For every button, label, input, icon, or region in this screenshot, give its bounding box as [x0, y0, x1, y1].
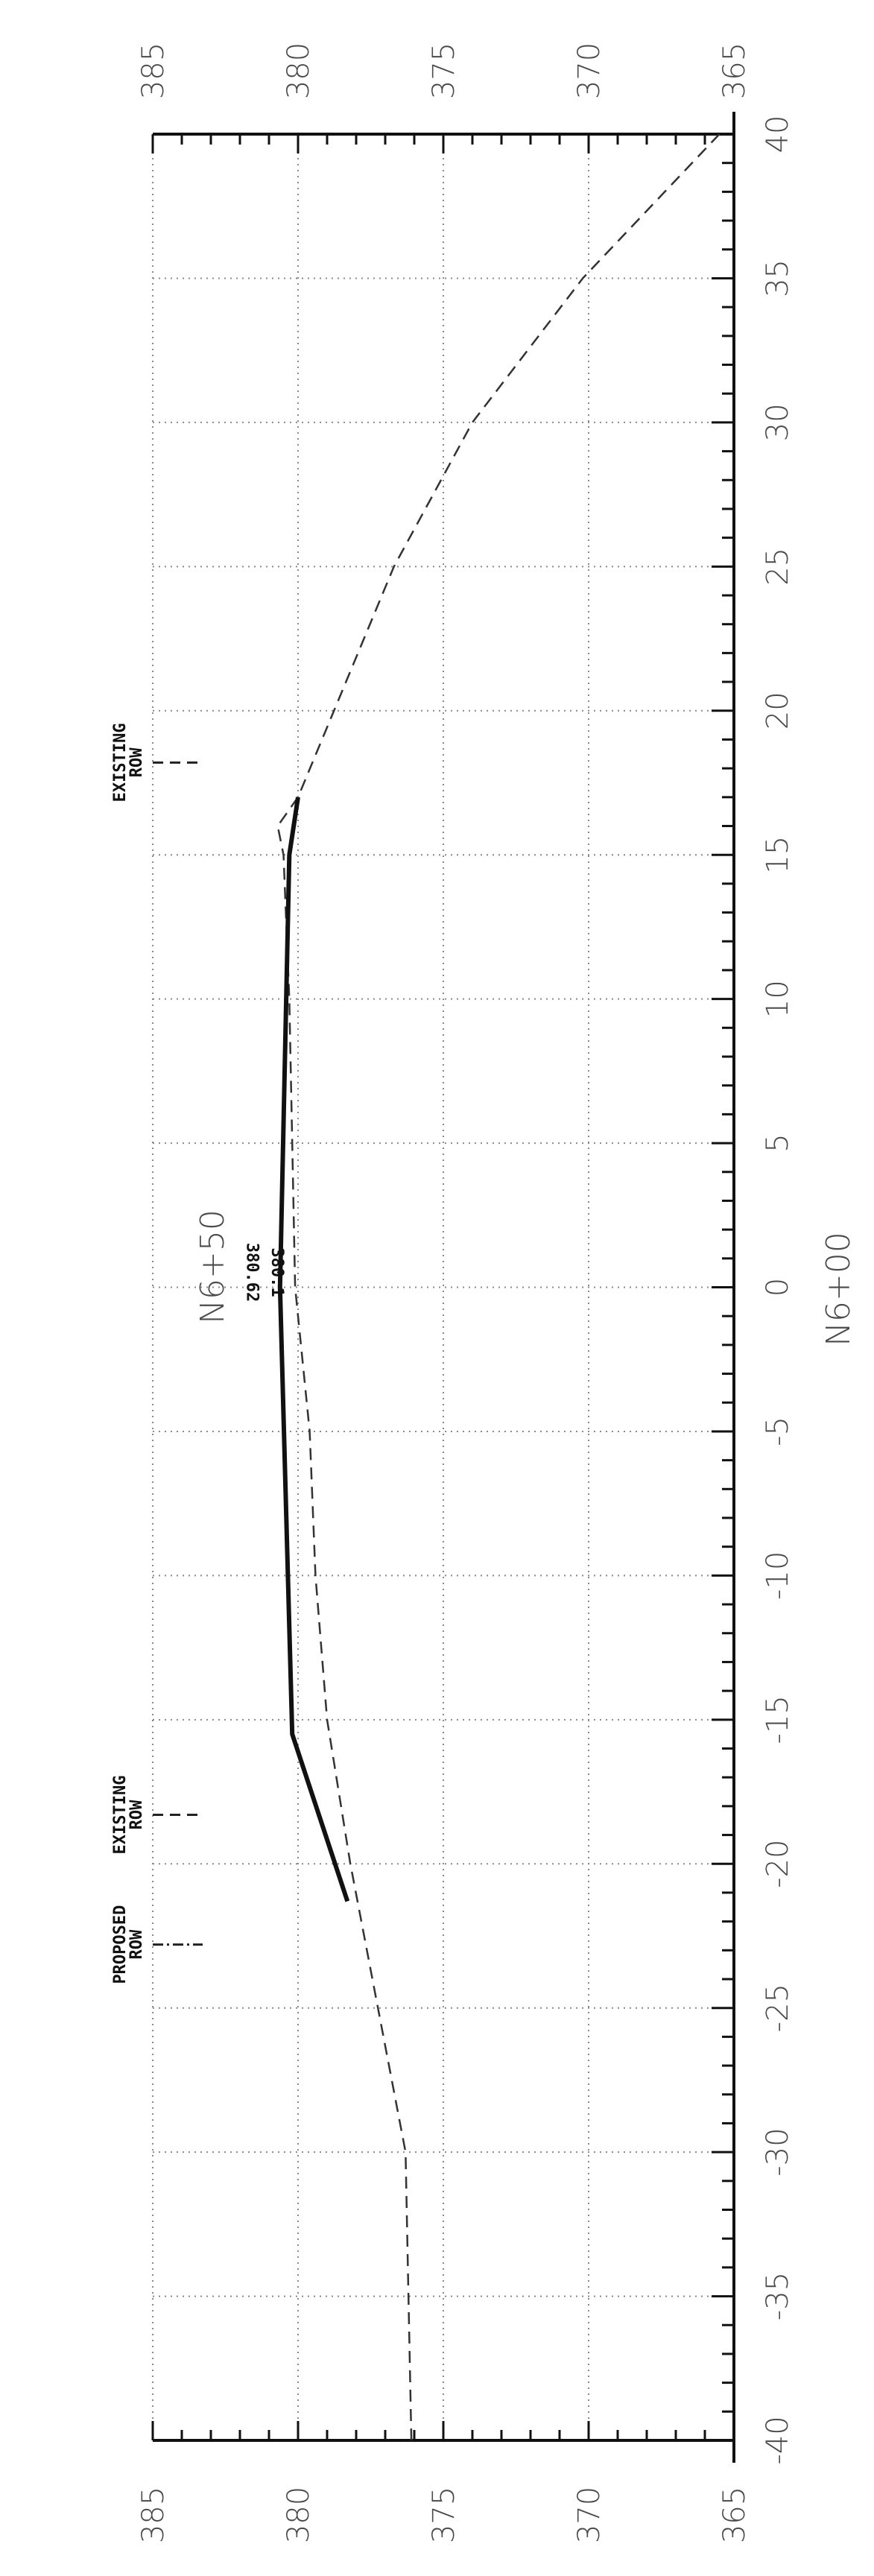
elevation-tick-label-top: 385 [136, 42, 171, 99]
offset-tick-label: 40 [761, 115, 795, 154]
existing-row-marker-left-label: EXISTINGROW [111, 1775, 146, 1854]
profile-lines [276, 133, 721, 2441]
offset-tick-label: 35 [761, 259, 795, 297]
offset-tick-label: -15 [761, 1695, 795, 1744]
elevation-tick-label-bottom: 380 [282, 2487, 316, 2543]
proposed-grade-line [277, 797, 350, 1902]
offset-tick-label: 30 [761, 403, 795, 441]
offset-tick-label: 15 [761, 836, 795, 874]
grid [152, 133, 735, 2441]
row-label-line: ROW [127, 1929, 146, 1959]
row-label-line: EXISTING [111, 1775, 130, 1854]
offset-tick-label: -30 [761, 2127, 795, 2176]
offset-tick-label: 0 [761, 1278, 795, 1297]
offset-tick-label: -35 [761, 2272, 795, 2320]
tick-labels: -40-35-30-25-20-15-10-505101520253035403… [136, 42, 795, 2543]
elevation-tick-label-top: 380 [282, 42, 316, 99]
elevation-tick-label-bottom: 365 [718, 2487, 752, 2543]
proposed-centerline-elevation: 380.62 [243, 1243, 262, 1302]
elevation-tick-label-bottom: 385 [136, 2487, 171, 2543]
elevation-tick-label-top: 370 [572, 42, 607, 99]
annotations: PROPOSEDROWEXISTINGROWEXISTINGROW380.138… [111, 723, 286, 1984]
offset-tick-label: -40 [761, 2416, 795, 2464]
offset-tick-label: 20 [761, 692, 795, 730]
axes [151, 112, 735, 2463]
adjacent-station-label: N6+50 [194, 1209, 232, 1324]
offset-tick-label: -25 [761, 1984, 795, 2032]
offset-tick-label: 25 [761, 548, 795, 586]
offset-tick-label: -10 [761, 1551, 795, 1600]
row-label-line: PROPOSED [111, 1905, 130, 1984]
elevation-tick-label-bottom: 375 [427, 2487, 461, 2543]
elevation-tick-label-top: 375 [427, 42, 461, 99]
elevation-tick-label-bottom: 370 [572, 2487, 607, 2543]
elevation-tick-label-top: 365 [718, 42, 752, 99]
offset-tick-label: -20 [761, 1840, 795, 1888]
row-label-line: ROW [127, 747, 146, 777]
offset-tick-label: -5 [761, 1417, 795, 1446]
existing-centerline-elevation: 380.1 [267, 1247, 286, 1297]
offset-tick-label: 5 [761, 1133, 795, 1152]
station-label: N6+00 [820, 1232, 858, 1346]
existing-ground-line [276, 133, 721, 2441]
row-label-line: EXISTING [111, 723, 130, 802]
offset-tick-label: 10 [761, 980, 795, 1018]
proposed-row-marker-label: PROPOSEDROW [111, 1905, 146, 1984]
row-label-line: ROW [127, 1800, 146, 1829]
existing-row-marker-right-label: EXISTINGROW [111, 723, 146, 802]
